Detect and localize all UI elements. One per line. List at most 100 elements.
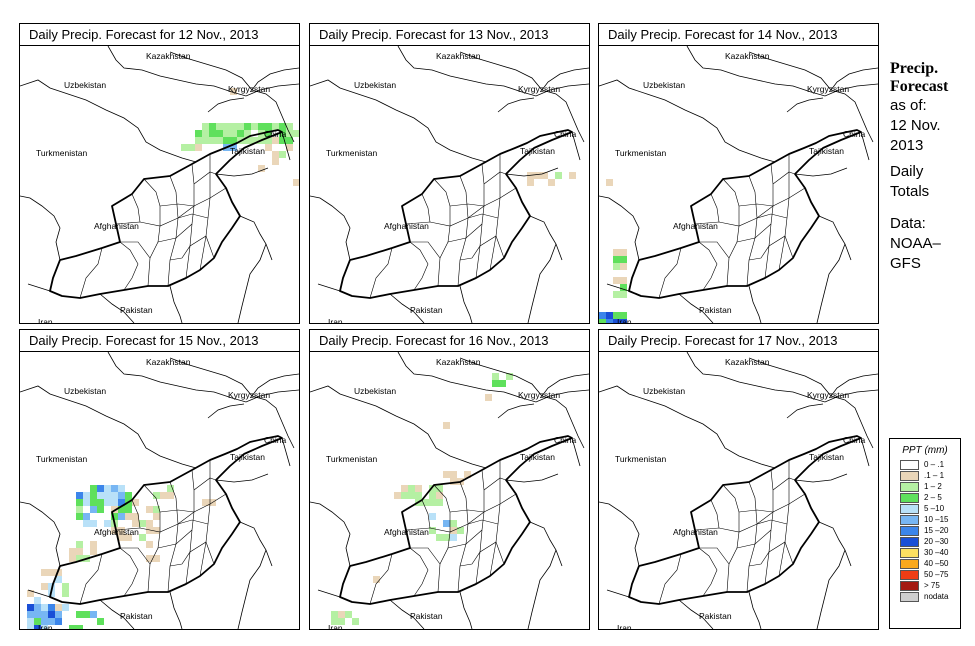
country-label-afghanistan: Afghanistan <box>673 527 718 537</box>
precip-cell <box>408 492 415 499</box>
province-border <box>710 193 720 223</box>
precip-cell <box>436 485 443 492</box>
precip-cell <box>230 137 237 144</box>
country-label-kazakhstan: Kazakhstan <box>725 357 770 367</box>
precip-cell <box>160 492 167 499</box>
legend-swatch <box>900 526 919 536</box>
country-border <box>678 599 714 629</box>
precip-cell <box>230 123 237 130</box>
country-border <box>169 285 183 323</box>
precip-cell <box>76 611 83 618</box>
country-label-kyrgyzstan: Kyrgyzstan <box>518 84 560 94</box>
precip-cell <box>153 527 160 534</box>
province-border <box>457 175 469 287</box>
precip-cell <box>527 179 534 186</box>
legend-label: 30 –40 <box>924 548 949 557</box>
legend-entry: 0 – .1 <box>890 459 960 470</box>
precip-cell <box>415 485 422 492</box>
province-border <box>447 529 483 549</box>
country-border <box>27 589 51 598</box>
precip-cell <box>146 506 153 513</box>
precip-cell <box>55 618 62 625</box>
forecast-panel-15-nov: Daily Precip. Forecast for 15 Nov., 2013… <box>19 329 300 630</box>
country-label-uzbekistan: Uzbekistan <box>643 386 685 396</box>
province-border <box>778 460 790 577</box>
precip-cell <box>27 590 34 597</box>
precip-cell <box>90 506 97 513</box>
precip-cell <box>286 123 293 130</box>
forecast-panel-16-nov: Daily Precip. Forecast for 16 Nov., 2013… <box>309 329 590 630</box>
precip-cell <box>443 520 450 527</box>
totals-label: Totals <box>890 183 930 200</box>
legend-label: 10 –15 <box>924 515 949 524</box>
precip-cell <box>195 144 202 151</box>
legend-swatch <box>900 482 919 492</box>
country-border <box>169 51 253 91</box>
precip-cell <box>90 492 97 499</box>
info-heading-1: Precip. <box>890 60 939 77</box>
legend-entry: 1 – 2 <box>890 481 960 492</box>
country-border <box>317 589 341 598</box>
country-border <box>310 79 487 163</box>
precip-cell <box>237 123 244 130</box>
country-border <box>818 215 852 261</box>
precip-cell <box>492 380 499 387</box>
precip-cell <box>613 291 620 298</box>
province-border <box>778 154 790 271</box>
country-label-kazakhstan: Kazakhstan <box>436 357 481 367</box>
precip-cell <box>499 380 506 387</box>
precip-cell <box>251 123 258 130</box>
precip-cell <box>76 506 83 513</box>
precip-cell <box>613 249 620 256</box>
precip-cell <box>279 151 286 158</box>
legend-swatch <box>900 460 919 470</box>
afghanistan-border <box>49 129 283 299</box>
precip-cell <box>34 611 41 618</box>
precip-cell <box>620 277 627 284</box>
precip-cell <box>48 618 55 625</box>
country-border <box>830 89 874 143</box>
precip-cell <box>34 618 41 625</box>
country-border <box>541 67 589 91</box>
precip-cell <box>216 137 223 144</box>
precip-cell <box>90 611 97 618</box>
country-label-afghanistan: Afghanistan <box>94 221 139 231</box>
province-border <box>489 460 501 577</box>
data-source-1: NOAA– <box>890 235 941 252</box>
precip-cell <box>258 165 265 172</box>
province-border <box>746 481 758 593</box>
country-border <box>459 285 473 323</box>
precip-cell <box>97 499 104 506</box>
precip-cell <box>429 527 436 534</box>
precip-cell <box>83 492 90 499</box>
province-border <box>459 235 505 261</box>
province-border <box>736 529 772 549</box>
province-border <box>756 519 788 525</box>
precip-cell <box>230 130 237 137</box>
data-source-2: GFS <box>890 255 921 272</box>
precip-cell <box>76 499 83 506</box>
country-border <box>860 131 870 161</box>
country-border <box>571 131 581 161</box>
country-label-china: China <box>554 129 576 139</box>
province-border <box>369 247 393 299</box>
country-border <box>830 67 878 91</box>
precip-cell <box>118 534 125 541</box>
legend-swatch <box>900 570 919 580</box>
precip-cell <box>223 123 230 130</box>
precip-cell <box>569 172 576 179</box>
precip-cell <box>492 373 499 380</box>
precip-cell <box>62 604 69 611</box>
country-border <box>99 293 135 323</box>
precip-cell <box>534 172 541 179</box>
precip-cell <box>620 256 627 263</box>
country-border <box>606 589 630 598</box>
province-border <box>722 484 740 593</box>
afghanistan-border <box>49 435 283 605</box>
country-border <box>20 501 61 567</box>
precip-cell <box>422 499 429 506</box>
legend-label: 0 – .1 <box>924 460 945 469</box>
province-border <box>483 171 507 185</box>
province-border <box>167 175 179 287</box>
country-border <box>27 283 51 292</box>
